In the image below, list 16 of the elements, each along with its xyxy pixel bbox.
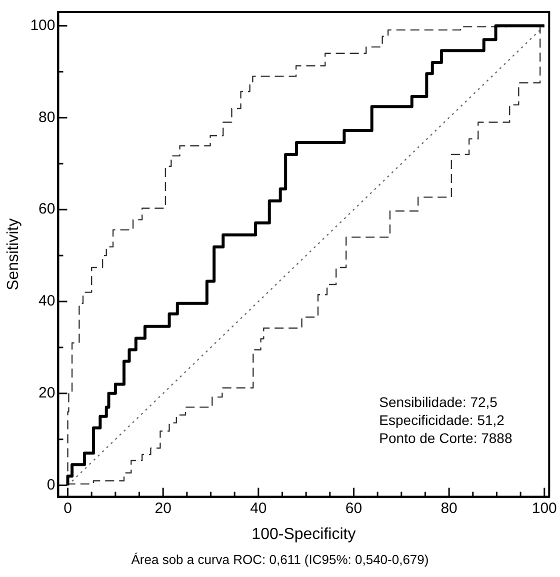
y-tick-label: 20 xyxy=(38,384,56,402)
y-tick-label: 80 xyxy=(38,108,56,126)
y-axis-title: Sensitivity xyxy=(5,218,22,290)
x-axis-title: 100-Specificity xyxy=(252,526,356,543)
x-tick-label: 20 xyxy=(154,500,172,517)
text: Área sob a curva ROC: 0,611 (IC95%: 0,540-0,679) xyxy=(130,552,430,567)
x-tick-label: 60 xyxy=(345,500,362,517)
x-tick-label: 100 xyxy=(532,500,557,517)
y-tick-label: 0 xyxy=(46,476,56,494)
y-tick-label: 60 xyxy=(38,200,56,218)
annotation: Sensibilidade: 72,5 Especificidade: 51,2 Ponto de Corte: 7888 xyxy=(379,394,512,446)
y-tick-label: 40 xyxy=(38,292,56,310)
x-tick-label: 40 xyxy=(250,500,267,517)
x-tick-label: 80 xyxy=(440,500,458,517)
x-tick-label: 0 xyxy=(64,500,72,517)
y-tick-label: 100 xyxy=(30,16,56,34)
